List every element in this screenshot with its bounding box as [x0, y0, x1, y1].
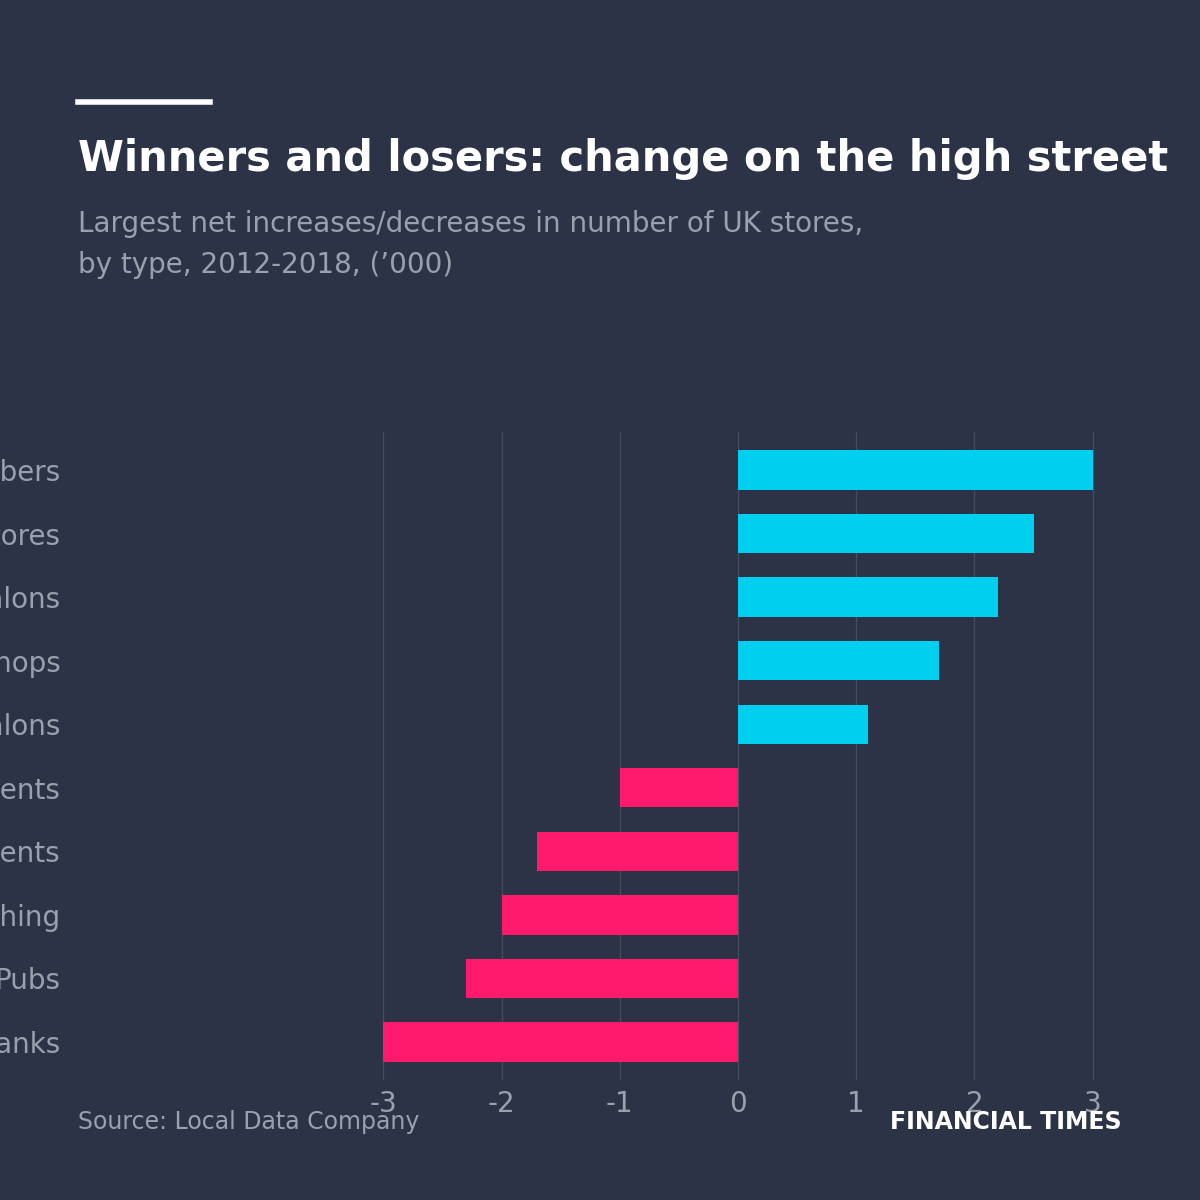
Bar	[738, 704, 868, 744]
Bar	[738, 577, 998, 617]
Bar	[619, 768, 738, 808]
Bar	[502, 895, 738, 935]
Bar	[738, 450, 1093, 490]
Text: FINANCIAL TIMES: FINANCIAL TIMES	[890, 1110, 1122, 1134]
Text: Winners and losers: change on the high street: Winners and losers: change on the high s…	[78, 138, 1169, 180]
Text: Largest net increases/decreases in number of UK stores,
by type, 2012-2018, (’00: Largest net increases/decreases in numbe…	[78, 210, 863, 280]
Bar	[383, 1022, 738, 1062]
Bar	[466, 959, 738, 998]
Bar	[738, 514, 1033, 553]
Bar	[538, 832, 738, 871]
Text: Source: Local Data Company: Source: Local Data Company	[78, 1110, 419, 1134]
Bar	[738, 641, 940, 680]
